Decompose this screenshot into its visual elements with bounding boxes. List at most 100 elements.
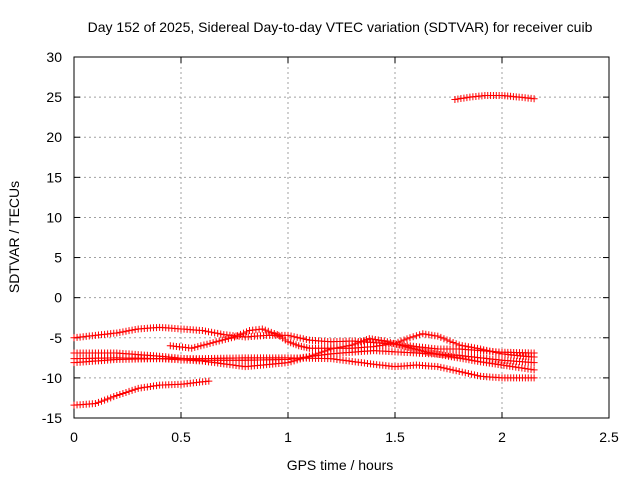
data-point [468,356,476,364]
data-point [327,345,335,353]
data-point [293,333,301,341]
data-point [434,363,442,371]
data-point [233,332,241,340]
data-point [131,326,139,334]
x-axis-label: GPS time / hours [287,457,394,473]
data-point [101,396,109,404]
data-point [125,327,133,335]
data-point [449,366,457,374]
y-tick-label: 5 [54,250,62,266]
data-point [461,369,469,377]
data-point [113,329,121,337]
data-point [208,328,216,336]
data-point [357,338,365,346]
data-point [119,328,127,336]
data-point [489,348,497,356]
data-point [351,340,359,348]
data-point [212,338,220,346]
data-point [211,329,219,337]
data-point [197,342,205,350]
x-tick-labels: 0 0.5 1 1.5 2 2.5 [70,429,619,445]
series-sat-g [451,92,538,104]
x-tick-label: 2.5 [599,429,619,445]
data-point [128,386,136,394]
data-point [264,327,272,335]
data-point [321,347,329,355]
data-point [440,335,448,343]
data-point [477,345,485,353]
data-point [128,326,136,334]
x-tick-label: 1.5 [385,429,405,445]
data-point [104,395,112,403]
series-sat-b [70,323,538,357]
data-point [94,398,102,406]
x-tick-label: 1 [284,429,292,445]
data-point [446,365,454,373]
data-point [194,343,202,351]
data-point [110,393,118,401]
data-point [214,329,222,337]
data-point [414,346,422,354]
data-point [267,328,275,336]
data-point [386,339,394,347]
data-point [447,353,455,361]
data-point [224,335,232,343]
data-point [122,327,130,335]
data-point [217,330,225,338]
data-point [201,327,209,335]
data-point [119,389,127,397]
data-point [417,347,425,355]
data-point [441,352,449,360]
data-point [302,335,310,343]
data-point [198,327,206,335]
data-point [284,331,292,339]
data-point [416,331,424,339]
data-point [467,370,475,378]
data-point [459,355,467,363]
data-point [261,326,269,334]
data-point [474,344,482,352]
data-point [299,335,307,343]
data-point [318,348,326,356]
data-point [409,333,417,341]
data-point [125,387,133,395]
x-tick-label: 0.5 [171,429,191,445]
data-point [443,336,451,344]
data-point [296,334,304,342]
data-point [483,346,491,354]
data-point [131,385,139,393]
data-point [435,351,443,359]
data-point [336,343,344,351]
data-point [236,330,244,338]
data-point [443,365,451,373]
data-point [191,343,199,351]
y-tick-label: 10 [46,209,62,225]
data-point [287,332,295,340]
data-point [452,340,460,348]
data-point [403,335,411,343]
data-point [437,333,445,341]
x-tick-label: 0 [70,429,78,445]
data-point [480,346,488,354]
y-tick-label: 15 [46,169,62,185]
data-point [470,371,478,379]
data-point [242,328,250,336]
y-tick-label: 0 [54,290,62,306]
data-point [397,337,405,345]
data-point [412,332,420,340]
data-point [458,368,466,376]
data-point [437,363,445,371]
data-point [203,340,211,348]
data-point [464,370,472,378]
data-point [91,400,99,408]
data-point [348,341,356,349]
data-point [530,95,538,103]
data-point [205,377,213,385]
data-point [406,334,414,342]
data-point [107,394,115,402]
data-point [393,340,401,348]
data-point [446,337,454,345]
data-point [474,357,482,365]
